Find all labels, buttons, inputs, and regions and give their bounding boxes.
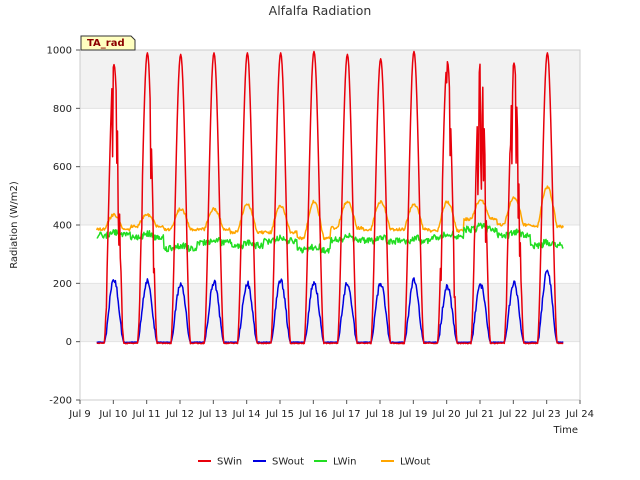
x-tick-label: Jul 19 — [398, 409, 427, 420]
series-line-swout — [96, 269, 564, 344]
y-tick-label: 400 — [53, 221, 72, 232]
y-axis-ticks: -200 0 200 400 600 800 1000 — [47, 46, 80, 407]
legend-label: LWout — [400, 457, 430, 468]
x-tick-label: Jul 22 — [498, 409, 527, 420]
legend-label: LWin — [333, 457, 356, 468]
y-tick-label: 200 — [53, 279, 72, 290]
chart-title: Alfalfa Radiation — [269, 3, 372, 18]
grid-band — [80, 50, 580, 109]
legend-label: SWout — [272, 457, 304, 468]
grid-band — [80, 283, 580, 342]
badge-label: TA_rad — [87, 38, 125, 49]
x-tick-label: Jul 9 — [68, 409, 91, 420]
legend-item-lwout: LWout — [381, 457, 430, 468]
x-tick-label: Jul 15 — [265, 409, 294, 420]
y-tick-label: 800 — [53, 104, 72, 115]
x-tick-label: Jul 11 — [132, 409, 161, 420]
series-lines — [96, 50, 564, 345]
y-tick-label: -200 — [49, 396, 72, 407]
series-line-swin — [96, 50, 564, 345]
x-tick-label: Jul 18 — [365, 409, 394, 420]
y-tick-label: 1000 — [47, 46, 72, 57]
legend-item-swin: SWin — [198, 457, 242, 468]
x-tick-label: Jul 13 — [198, 409, 227, 420]
legend-item-lwin: LWin — [314, 457, 356, 468]
grid-band — [80, 166, 580, 225]
x-tick-label: Jul 14 — [232, 409, 261, 420]
x-axis-ticks: Jul 9 Jul 10 Jul 11 Jul 12 Jul 13 Jul 14 Jul 1… — [68, 400, 594, 420]
legend-label: SWin — [217, 457, 242, 468]
x-tick-label: Jul 23 — [532, 409, 561, 420]
y-axis-title: Radiation (W/m2) — [9, 181, 20, 269]
x-axis-title: Time — [553, 425, 578, 436]
x-tick-label: Jul 20 — [432, 409, 461, 420]
x-tick-label: Jul 24 — [565, 409, 594, 420]
y-tick-label: 0 — [66, 337, 72, 348]
x-tick-label: Jul 16 — [298, 409, 327, 420]
legend-item-swout: SWout — [253, 457, 304, 468]
x-tick-label: Jul 12 — [165, 409, 194, 420]
badge-box — [80, 35, 136, 51]
legend: SWin SWout LWin LWout — [198, 457, 430, 468]
x-tick-label: Jul 10 — [98, 409, 127, 420]
ta-rad-badge: TA_rad — [80, 35, 136, 51]
x-tick-label: Jul 17 — [332, 409, 361, 420]
y-tick-label: 600 — [53, 162, 72, 173]
x-tick-label: Jul 21 — [465, 409, 494, 420]
